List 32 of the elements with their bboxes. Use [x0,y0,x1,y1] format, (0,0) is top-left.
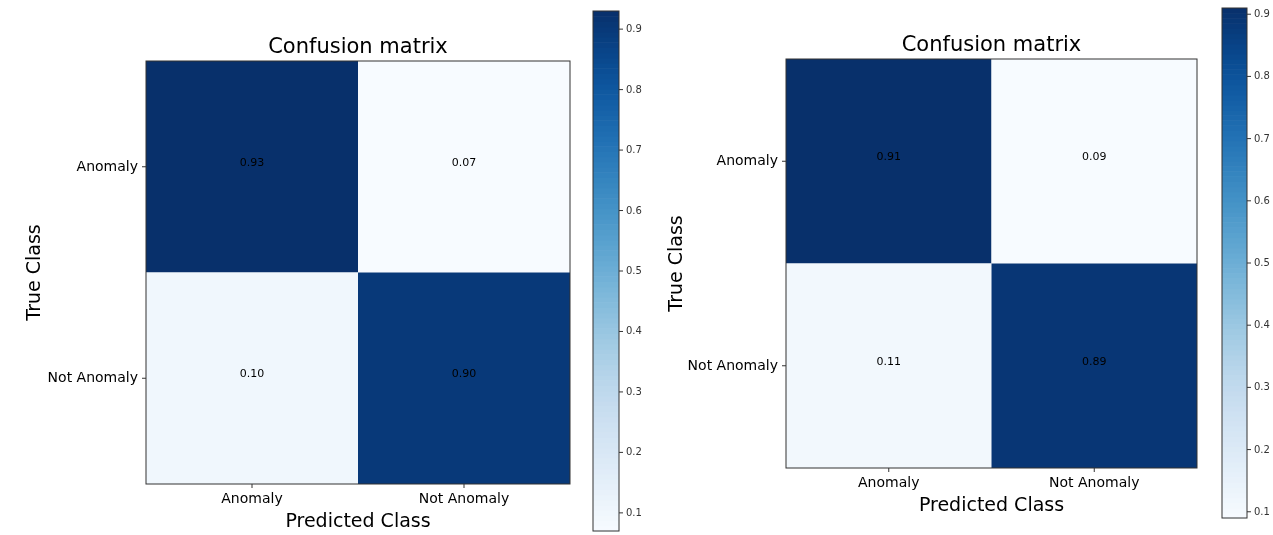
color-bar-label: 0.7 [1254,132,1270,144]
color-bar-label: 0.9 [1254,8,1270,20]
color-bar-label: 0.3 [626,385,642,397]
data-label: 0.09 [1082,150,1107,164]
chart-title: Confusion matrix [268,34,448,58]
data-label: 0.91 [876,150,901,164]
color-bar-label: 0.9 [626,23,642,35]
color-bar-label: 0.1 [626,506,642,518]
y-axis-title: True Class [21,224,44,322]
y-axis-title: True Class [663,215,686,313]
color-bar-label: 0.5 [626,265,642,276]
color-bar-label: 0.2 [1254,443,1270,455]
color-bar-label: 0.2 [626,446,642,458]
data-label: 0.10 [239,367,265,381]
x-axis-title: Predicted Class [918,493,1065,515]
data-label: 0.07 [451,155,477,169]
color-bar-label: 0.4 [1254,319,1270,331]
data-label: 0.93 [239,155,265,169]
color-bar-label: 0.1 [1254,505,1270,517]
color-bar-label: 0.8 [626,83,642,95]
color-bar-label: 0.7 [626,144,642,156]
color-bar-label: 0.5 [1254,257,1270,268]
color-bar-label: 0.3 [1254,381,1270,393]
color-bar-label: 0.6 [626,204,642,216]
color-bar-label: 0.4 [626,325,642,337]
data-label: 0.90 [451,367,477,381]
data-label: 0.89 [1082,354,1107,368]
color-bar-label: 0.8 [1254,70,1270,82]
color-bar-label: 0.6 [1254,194,1270,206]
x-axis-title: Predicted Class [285,509,431,531]
chart-title: Confusion matrix [901,32,1082,56]
data-label: 0.11 [876,354,901,368]
